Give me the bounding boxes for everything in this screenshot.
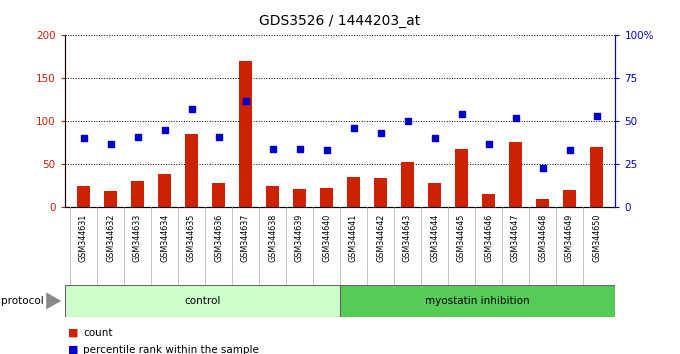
Text: GSM344636: GSM344636 [214, 213, 223, 262]
Bar [320, 188, 333, 207]
Text: GSM344649: GSM344649 [565, 213, 574, 262]
Bar [131, 181, 144, 207]
Bar [158, 175, 171, 207]
Bar [239, 61, 252, 207]
Point [510, 115, 521, 121]
Text: GSM344647: GSM344647 [511, 213, 520, 262]
Bar [293, 189, 306, 207]
Text: control: control [184, 296, 220, 306]
Point [159, 127, 170, 133]
Point [348, 125, 359, 131]
Point [132, 134, 143, 139]
Text: GSM344648: GSM344648 [538, 213, 547, 262]
Point [105, 141, 116, 147]
Point [537, 165, 548, 170]
Point [78, 136, 89, 141]
Text: GSM344641: GSM344641 [349, 213, 358, 262]
Point [429, 136, 440, 141]
Bar [590, 147, 603, 207]
Bar [401, 162, 414, 207]
Bar [347, 177, 360, 207]
Point [564, 148, 575, 153]
Text: ■: ■ [68, 328, 78, 338]
Text: GSM344645: GSM344645 [457, 213, 466, 262]
Text: GSM344637: GSM344637 [241, 213, 250, 262]
Text: percentile rank within the sample: percentile rank within the sample [83, 345, 259, 354]
Polygon shape [46, 292, 61, 309]
Text: GSM344631: GSM344631 [79, 213, 88, 262]
Text: GSM344632: GSM344632 [106, 213, 115, 262]
Point [267, 146, 278, 152]
Text: ■: ■ [68, 345, 78, 354]
Text: GSM344642: GSM344642 [376, 213, 385, 262]
Text: GSM344638: GSM344638 [268, 213, 277, 262]
Bar [211, 183, 225, 207]
Text: GSM344633: GSM344633 [133, 213, 142, 262]
Point [483, 141, 494, 147]
Bar [481, 194, 495, 207]
Bar [185, 134, 199, 207]
Bar [65, 285, 340, 317]
Point [456, 112, 467, 117]
Text: GSM344634: GSM344634 [160, 213, 169, 262]
Text: myostatin inhibition: myostatin inhibition [426, 296, 530, 306]
Bar [266, 185, 279, 207]
Bar [104, 191, 117, 207]
Bar [536, 199, 549, 207]
Point [240, 98, 251, 103]
Point [402, 118, 413, 124]
Text: GSM344644: GSM344644 [430, 213, 439, 262]
Bar [563, 190, 576, 207]
Text: GDS3526 / 1444203_at: GDS3526 / 1444203_at [259, 14, 421, 28]
Bar [455, 149, 469, 207]
Point [375, 130, 386, 136]
Text: GSM344640: GSM344640 [322, 213, 331, 262]
Bar [77, 187, 90, 207]
Bar [509, 142, 522, 207]
Point [213, 134, 224, 139]
Bar [428, 183, 441, 207]
Point [591, 113, 602, 119]
Text: GSM344643: GSM344643 [403, 213, 412, 262]
Text: protocol: protocol [1, 296, 44, 306]
Point [294, 146, 305, 152]
Bar [374, 178, 387, 207]
Text: count: count [83, 328, 112, 338]
Text: GSM344650: GSM344650 [592, 213, 601, 262]
Bar [340, 285, 615, 317]
Text: GSM344646: GSM344646 [484, 213, 493, 262]
Text: GSM344639: GSM344639 [295, 213, 304, 262]
Text: GSM344635: GSM344635 [187, 213, 196, 262]
Point [321, 148, 332, 153]
Point [186, 107, 197, 112]
